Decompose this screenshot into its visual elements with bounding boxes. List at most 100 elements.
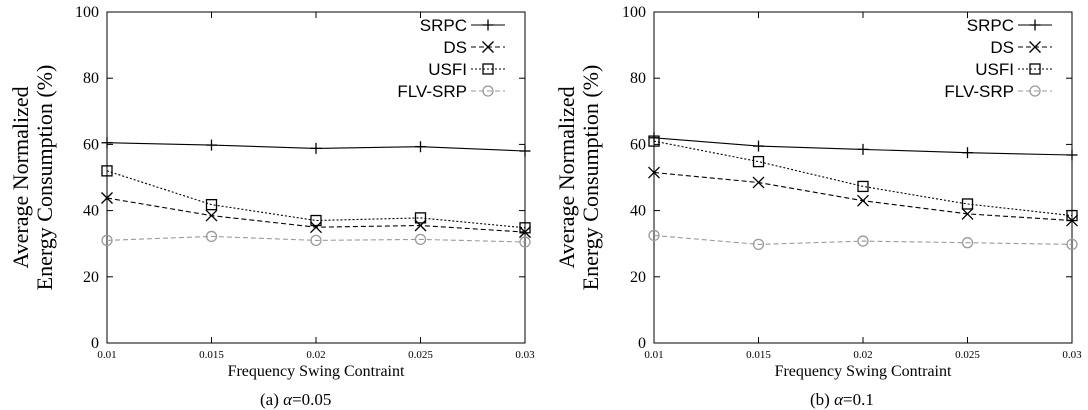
chart-caption: (b) α=0.1	[810, 390, 874, 409]
data-point	[310, 214, 322, 227]
x-tick-label: 0.025	[408, 349, 433, 361]
x-tick-label: 0.01	[97, 349, 116, 361]
legend-marker	[1029, 19, 1041, 31]
legend-label: FLV-SRP	[397, 82, 467, 101]
data-point	[101, 165, 113, 177]
data-point	[414, 212, 427, 224]
series-srpc	[101, 137, 531, 157]
data-point	[857, 143, 869, 155]
data-point	[857, 194, 869, 207]
series-flv-srp	[648, 229, 1078, 251]
data-point	[519, 145, 531, 157]
series-line	[653, 140, 1073, 217]
legend: SRPC DS USFI FLV-SRP	[397, 16, 505, 101]
caption-value: =0.05	[292, 390, 331, 409]
data-point	[962, 147, 973, 159]
y-axis-label-line1: Average Normalized	[8, 86, 33, 268]
series-usfi	[648, 135, 1078, 222]
data-point	[648, 135, 660, 147]
legend-label: DS	[443, 38, 467, 57]
data-point	[519, 226, 531, 239]
data-point	[310, 221, 322, 234]
data-point	[101, 234, 113, 247]
legend-label: DS	[990, 38, 1014, 57]
y-tick-label: 100	[622, 4, 646, 21]
legend: SRPC DS USFI FLV-SRP	[944, 16, 1052, 101]
chart-caption: (a) α=0.05	[260, 390, 331, 409]
x-axis-label: Frequency Swing Contraint	[228, 363, 405, 380]
x-tick-label: 0.03	[515, 349, 535, 361]
data-point	[753, 140, 764, 152]
x-axis-label: Frequency Swing Contraint	[775, 363, 952, 380]
series-line	[106, 170, 526, 229]
y-tick-label: 60	[83, 136, 99, 153]
x-tick-label: 0.015	[199, 349, 224, 361]
data-point	[752, 155, 765, 168]
legend-label: SRPC	[420, 16, 467, 35]
legend-label: SRPC	[967, 16, 1014, 35]
data-point	[857, 180, 869, 193]
data-point	[752, 176, 765, 189]
y-tick-label: 60	[630, 136, 646, 153]
data-point	[752, 238, 765, 251]
data-point	[205, 209, 218, 222]
caption-value: =0.1	[843, 390, 874, 409]
legend-marker	[482, 19, 494, 31]
legend-marker	[1029, 63, 1041, 75]
data-point	[1066, 209, 1078, 222]
data-point	[519, 222, 531, 234]
x-tick-label: 0.01	[644, 349, 663, 361]
data-point	[101, 192, 113, 204]
data-point	[1066, 238, 1078, 251]
data-point	[1066, 149, 1078, 161]
caption-prefix: (a)	[260, 390, 283, 409]
series-srpc	[648, 132, 1078, 161]
x-tick-label: 0.015	[746, 349, 771, 361]
data-point	[961, 237, 974, 249]
legend-marker	[482, 85, 494, 97]
legend-marker	[482, 41, 494, 53]
legend-label: FLV-SRP	[944, 82, 1014, 101]
x-tick-label: 0.02	[853, 349, 872, 361]
data-point	[206, 139, 217, 151]
y-axis-label-line2: Energy Consumption (%)	[32, 65, 57, 291]
legend-label: USFI	[428, 60, 467, 79]
data-point	[961, 207, 974, 220]
caption-symbol: α	[283, 390, 293, 409]
data-point	[414, 219, 427, 232]
data-point	[519, 236, 531, 248]
y-tick-label: 0	[91, 335, 99, 352]
y-tick-label: 20	[630, 269, 646, 286]
series-usfi	[101, 165, 531, 234]
data-point	[310, 234, 322, 247]
x-tick-label: 0.025	[955, 349, 980, 361]
y-tick-label: 0	[638, 335, 646, 352]
series-ds	[101, 192, 531, 239]
legend-marker	[1029, 85, 1041, 97]
data-point	[857, 235, 869, 247]
legend-marker	[482, 63, 494, 75]
x-tick-label: 0.02	[306, 349, 325, 361]
y-tick-label: 40	[83, 203, 99, 220]
data-point	[205, 230, 218, 243]
series-flv-srp	[101, 230, 531, 248]
data-point	[415, 141, 426, 153]
chart-a: 0 20 40 60 80 100 0.01 0.015 0.02 0.025 0.03 Freque…	[8, 4, 535, 409]
data-point	[205, 198, 218, 211]
y-tick-label: 40	[630, 203, 646, 220]
data-point	[648, 229, 660, 242]
y-axis-label-line1: Average Normalized	[554, 86, 579, 268]
y-tick-label: 80	[83, 70, 99, 87]
caption-symbol: α	[834, 390, 844, 409]
data-point	[414, 233, 427, 246]
data-point	[310, 142, 322, 154]
y-tick-label: 80	[630, 70, 646, 87]
series-ds	[648, 166, 1078, 227]
x-tick-label: 0.03	[1062, 349, 1082, 361]
data-point	[648, 166, 660, 179]
y-axis-label-line2: Energy Consumption (%)	[578, 65, 603, 291]
legend-label: USFI	[975, 60, 1014, 79]
series-line	[653, 171, 1073, 222]
legend-marker	[1029, 41, 1041, 53]
caption-prefix: (b)	[810, 390, 834, 409]
